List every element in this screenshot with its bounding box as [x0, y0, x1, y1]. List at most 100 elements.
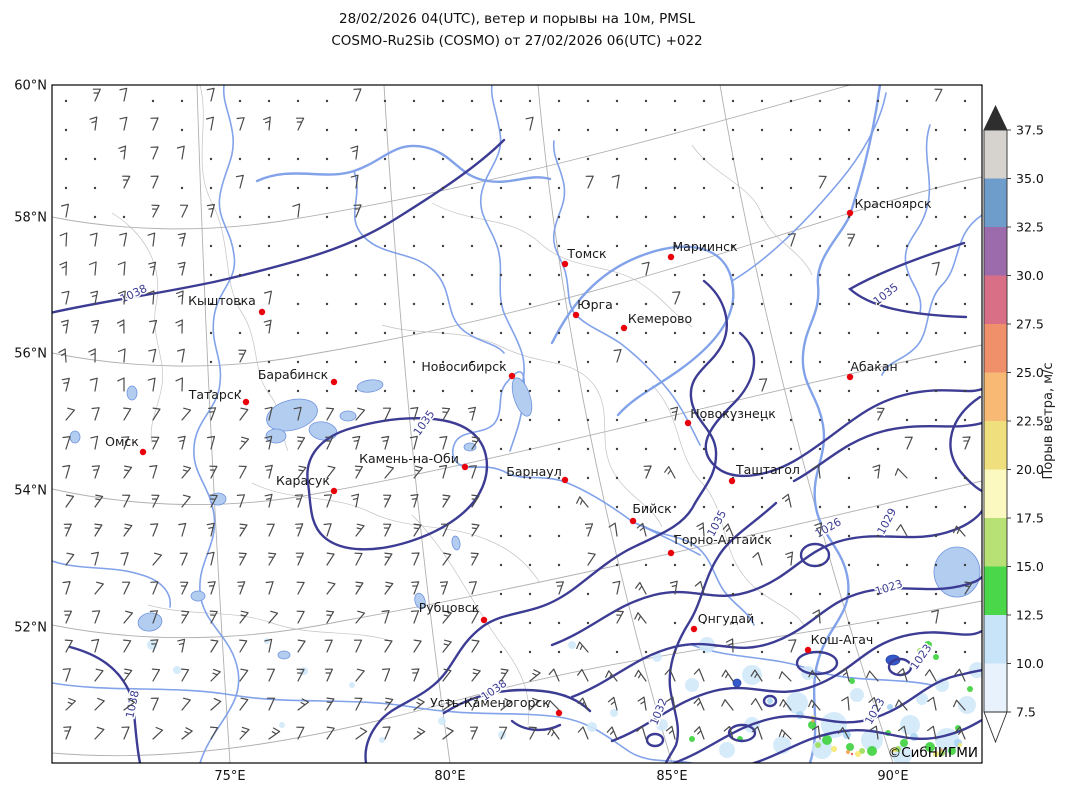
calm-wind-dot	[209, 302, 213, 306]
wind-barb	[750, 669, 763, 682]
calm-wind-dot	[354, 331, 358, 335]
calm-wind-dot	[644, 563, 648, 567]
wind-barb	[150, 581, 159, 595]
calm-wind-dot	[267, 186, 271, 190]
wind-barb	[64, 639, 73, 653]
wind-barb	[381, 610, 390, 624]
calm-wind-dot	[644, 215, 648, 219]
calm-wind-dot	[354, 128, 358, 132]
calm-wind-dot	[615, 418, 619, 422]
wind-barb	[384, 581, 394, 595]
city-label: Усть-Каменогорск	[430, 695, 550, 710]
gust-spot-pale	[916, 693, 928, 705]
calm-wind-dot	[557, 621, 561, 625]
calm-wind-dot	[905, 418, 909, 422]
calm-wind-dot	[528, 621, 532, 625]
calm-wind-dot	[818, 215, 822, 219]
figure-title-line1: 28/02/2026 04(UTC), ветер и порывы на 10…	[339, 11, 695, 27]
wind-barb	[91, 407, 100, 421]
isobar-1035-loop	[306, 417, 489, 551]
wind-barb	[927, 696, 937, 711]
calm-wind-dot	[673, 563, 677, 567]
gust-spot-pale	[279, 722, 285, 728]
calm-wind-dot	[325, 302, 329, 306]
wind-barb	[866, 670, 879, 682]
calm-wind-dot	[760, 360, 764, 364]
calm-wind-dot	[209, 186, 213, 190]
calm-wind-dot	[615, 302, 619, 306]
calm-wind-dot	[383, 360, 387, 364]
calm-wind-dot	[615, 331, 619, 335]
isobar-closed-loop	[762, 694, 778, 708]
wind-barb	[413, 639, 422, 653]
calm-wind-dot	[238, 389, 242, 393]
calm-wind-dot	[412, 360, 416, 364]
calm-wind-dot	[673, 650, 677, 654]
wind-barb	[296, 668, 305, 682]
wind-barb	[59, 261, 67, 276]
gust-spot-pale	[656, 719, 668, 731]
calm-wind-dot	[470, 157, 474, 161]
isobar-closed-loop	[887, 657, 913, 677]
city-dot	[561, 260, 569, 268]
wind-barb	[181, 697, 191, 711]
gust-spot-pale	[685, 678, 699, 692]
city-label: Мариинск	[672, 239, 738, 254]
calm-wind-dot	[528, 505, 532, 509]
calm-wind-dot	[209, 360, 213, 364]
wind-barb	[180, 204, 189, 218]
wind-barb	[382, 726, 391, 740]
wind-barb	[149, 319, 158, 334]
wind-barb	[413, 698, 425, 711]
city-dot	[846, 209, 854, 217]
calm-wind-dot	[789, 534, 793, 538]
calm-wind-dot	[586, 215, 590, 219]
admin-border	[651, 384, 805, 626]
river-south-irtysh	[52, 682, 693, 763]
wind-barb	[239, 436, 250, 450]
calm-wind-dot	[789, 215, 793, 219]
calm-wind-dot	[383, 99, 387, 103]
calm-wind-dot	[934, 360, 938, 364]
wind-barb	[264, 290, 272, 305]
wind-barb	[383, 523, 392, 537]
calm-wind-dot	[470, 360, 474, 364]
wind-barb	[354, 465, 363, 479]
calm-wind-dot	[354, 360, 358, 364]
calm-wind-dot	[180, 186, 184, 190]
wind-barb	[88, 261, 97, 276]
calm-wind-dot	[876, 621, 880, 625]
wind-barb	[413, 465, 423, 479]
wind-barb	[152, 407, 161, 421]
calm-wind-dot	[267, 99, 271, 103]
calm-wind-dot	[702, 99, 706, 103]
colorbar-axis-label: Порыв ветра, м/с	[1041, 362, 1056, 479]
calm-wind-dot	[586, 157, 590, 161]
isobar-1038-south	[442, 688, 592, 715]
wind-barb	[499, 726, 508, 740]
river-kan	[881, 214, 982, 376]
calm-wind-dot	[528, 418, 532, 422]
wind-barb	[471, 436, 480, 450]
lakes-layer	[69, 377, 981, 688]
wind-barb	[62, 464, 71, 479]
calm-wind-dot	[586, 128, 590, 132]
colorbar-tick-label: 20.0	[1016, 462, 1044, 477]
wind-barb	[121, 436, 130, 450]
parallel-52n	[52, 480, 982, 639]
calm-wind-dot	[644, 650, 648, 654]
calm-wind-dot	[557, 273, 561, 277]
gust-spot-yellow	[831, 746, 837, 752]
isobar-1026-wave	[550, 509, 982, 647]
calm-wind-dot	[499, 157, 503, 161]
calm-wind-dot	[64, 99, 68, 103]
calm-wind-dot	[673, 215, 677, 219]
wind-barb	[91, 319, 100, 334]
calm-wind-dot	[673, 331, 677, 335]
calm-wind-dot	[412, 128, 416, 132]
wind-barb	[410, 494, 419, 508]
wind-barb	[411, 581, 420, 595]
calm-wind-dot	[499, 360, 503, 364]
parallel-54n	[52, 344, 982, 506]
calm-wind-dot	[760, 215, 764, 219]
